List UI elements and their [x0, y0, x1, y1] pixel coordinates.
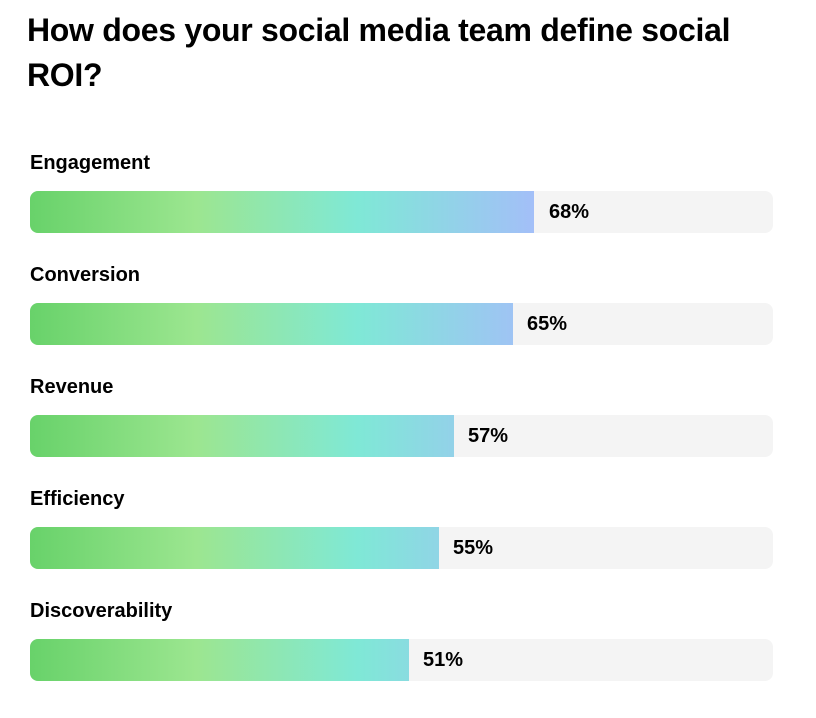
data-label: 51% — [423, 649, 464, 671]
bar-row: Efficiency 55% — [30, 485, 773, 569]
category-label: Revenue — [30, 376, 114, 398]
category-label: Conversion — [30, 264, 141, 286]
bar — [30, 191, 535, 233]
bar-row: Conversion 65% — [30, 261, 773, 345]
bar-track: 55% — [30, 527, 773, 569]
data-label: 57% — [468, 425, 509, 447]
bar-row: Revenue 57% — [30, 373, 773, 457]
data-label: 65% — [527, 313, 568, 335]
data-label: 68% — [549, 201, 590, 223]
category-label: Engagement — [30, 152, 151, 174]
bar-row: Discoverability 51% — [30, 597, 773, 681]
category-label: Discoverability — [30, 600, 173, 622]
chart-title: How does your social media team define s… — [27, 12, 731, 93]
bar — [30, 527, 439, 569]
bar — [30, 639, 409, 681]
bar-track: 51% — [30, 639, 773, 681]
bar-row: Engagement 68% — [30, 149, 773, 233]
bar — [30, 303, 513, 345]
bar-track: 57% — [30, 415, 773, 457]
bar — [30, 415, 454, 457]
category-label: Efficiency — [30, 488, 125, 510]
bar-track: 68% — [30, 191, 773, 233]
data-label: 55% — [453, 537, 494, 559]
bar-track: 65% — [30, 303, 773, 345]
